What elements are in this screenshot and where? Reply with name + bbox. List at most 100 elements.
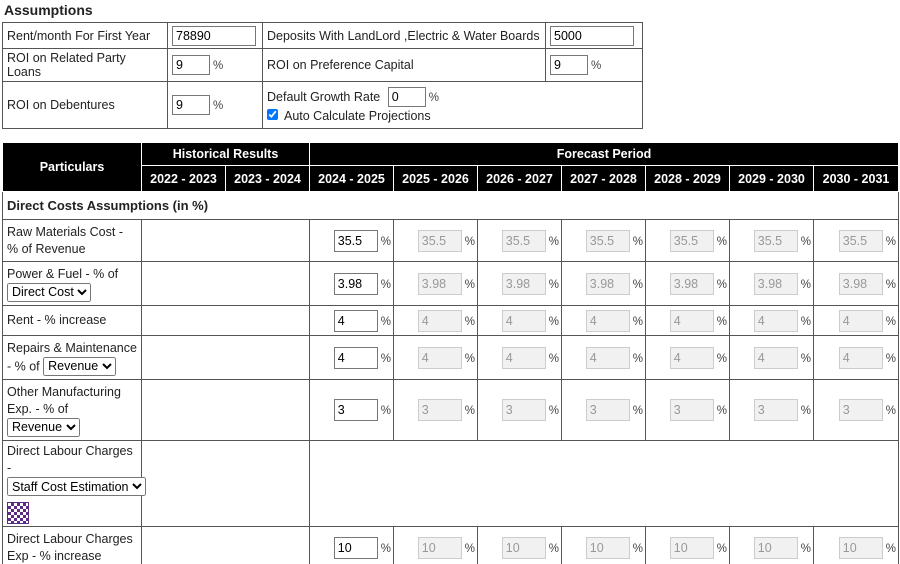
roi-input[interactable] xyxy=(172,95,210,115)
forecast-input[interactable] xyxy=(838,309,883,332)
percent: % xyxy=(800,405,811,417)
row-label: Raw Materials Cost - % of Revenue xyxy=(7,224,123,256)
percent: % xyxy=(213,60,224,72)
deposits-input[interactable] xyxy=(550,25,634,46)
forecast-input[interactable] xyxy=(585,346,630,369)
label: ROI on Debentures xyxy=(2,81,168,129)
forecast-cell: % xyxy=(813,261,899,306)
forecast-input[interactable] xyxy=(753,399,798,421)
forecast-cell: % xyxy=(813,526,899,564)
roi-input[interactable] xyxy=(550,55,588,75)
forecast-input[interactable] xyxy=(753,309,798,332)
forecast-input[interactable] xyxy=(585,309,630,332)
data-row: Raw Materials Cost - % of Revenue%%%%%%% xyxy=(2,219,899,262)
forecast-cell: % xyxy=(645,219,730,262)
row-label: Direct Labour Charges - xyxy=(7,444,133,475)
row-label: Other Manufacturing Exp. - % of xyxy=(7,384,121,416)
forecast-input[interactable] xyxy=(333,272,378,295)
forecast-input[interactable] xyxy=(501,309,546,332)
basis-select[interactable]: Revenue xyxy=(7,417,80,437)
percent: % xyxy=(464,315,475,328)
forecast-input[interactable] xyxy=(669,399,714,421)
projection-table: Particulars Historical Results Forecast Pe… xyxy=(2,142,899,564)
forecast-input[interactable] xyxy=(838,399,883,421)
forecast-input[interactable] xyxy=(753,229,798,252)
staff-cost-icon xyxy=(7,502,29,524)
forecast-input[interactable] xyxy=(585,399,630,421)
forecast-input[interactable] xyxy=(417,272,462,295)
year-header: 2026 - 2027 xyxy=(477,165,562,192)
percent: % xyxy=(548,405,559,417)
forecast-input[interactable] xyxy=(501,272,546,295)
forecast-input[interactable] xyxy=(838,346,883,369)
roi-input[interactable] xyxy=(172,55,210,75)
forecast-input[interactable] xyxy=(669,309,714,332)
forecast-input[interactable] xyxy=(333,229,378,252)
forecast-input[interactable] xyxy=(417,346,462,369)
percent: % xyxy=(716,405,727,417)
forecast-input[interactable] xyxy=(838,229,883,252)
forecast-cell: % xyxy=(813,305,899,336)
forecast-cell: % xyxy=(309,305,394,336)
forecast-cell: % xyxy=(393,526,478,564)
basis-select[interactable]: Direct Cost xyxy=(7,282,91,302)
forecast-cell: % xyxy=(813,379,899,441)
forecast-input[interactable] xyxy=(417,309,462,332)
forecast-input[interactable] xyxy=(501,229,546,252)
forecast-input[interactable] xyxy=(753,537,798,559)
forecast-cell: % xyxy=(561,379,646,441)
forecast-input[interactable] xyxy=(501,399,546,421)
rent-input[interactable] xyxy=(172,25,256,46)
forecast-input[interactable] xyxy=(753,272,798,295)
forecast-input[interactable] xyxy=(838,272,883,295)
percent: % xyxy=(380,405,391,417)
forecast-cell: % xyxy=(309,526,394,564)
forecast-input[interactable] xyxy=(417,399,462,421)
forecast-input[interactable] xyxy=(669,537,714,559)
percent: % xyxy=(632,235,643,248)
forecast-input[interactable] xyxy=(501,537,546,559)
forecast-input[interactable] xyxy=(669,229,714,252)
forecast-input[interactable] xyxy=(501,346,546,369)
row-label: Power & Fuel - % of xyxy=(7,266,119,281)
percent: % xyxy=(885,278,896,291)
data-row: Other Manufacturing Exp. - % of Revenue%… xyxy=(2,379,899,441)
percent: % xyxy=(428,92,439,104)
forecast-input[interactable] xyxy=(417,537,462,559)
forecast-input[interactable] xyxy=(417,229,462,252)
forecast-cell: % xyxy=(729,219,814,262)
basis-select[interactable]: Revenue xyxy=(43,356,117,376)
basis-select[interactable]: Staff Cost Estimation xyxy=(7,477,146,496)
label: Default Growth Rate xyxy=(267,90,381,104)
auto-calc-checkbox[interactable] xyxy=(267,109,278,120)
forecast-empty xyxy=(309,440,899,527)
forecast-input[interactable] xyxy=(669,272,714,295)
forecast-cell: % xyxy=(477,305,562,336)
forecast-input[interactable] xyxy=(585,229,630,252)
forecast-input[interactable] xyxy=(333,346,378,369)
forecast-cell: % xyxy=(309,219,394,262)
label: ROI on Related Party Loans xyxy=(2,48,168,82)
forecast-input[interactable] xyxy=(333,399,378,421)
forecast-cell: % xyxy=(309,335,394,380)
percent: % xyxy=(716,278,727,291)
forecast-cell: % xyxy=(813,335,899,380)
percent: % xyxy=(885,315,896,328)
forecast-cell: % xyxy=(729,305,814,336)
historical-cell xyxy=(141,379,310,441)
year-header: 2029 - 2030 xyxy=(729,165,814,192)
forecast-input[interactable] xyxy=(585,272,630,295)
forecast-input[interactable] xyxy=(753,346,798,369)
forecast-input[interactable] xyxy=(669,346,714,369)
section-title: Assumptions xyxy=(4,2,93,18)
data-row: Direct Labour Charges Exp - % increase%%… xyxy=(2,526,899,564)
forecast-input[interactable] xyxy=(333,309,378,332)
forecast-input[interactable] xyxy=(838,537,883,559)
growth-input[interactable] xyxy=(387,87,426,107)
forecast-input[interactable] xyxy=(333,537,378,559)
percent: % xyxy=(885,352,896,365)
percent: % xyxy=(800,235,811,248)
row-label-cell: Repairs & Maintenance - % of Revenue xyxy=(2,335,142,380)
forecast-input[interactable] xyxy=(585,537,630,559)
label: Deposits With LandLord ,Electric & Water… xyxy=(262,22,546,49)
